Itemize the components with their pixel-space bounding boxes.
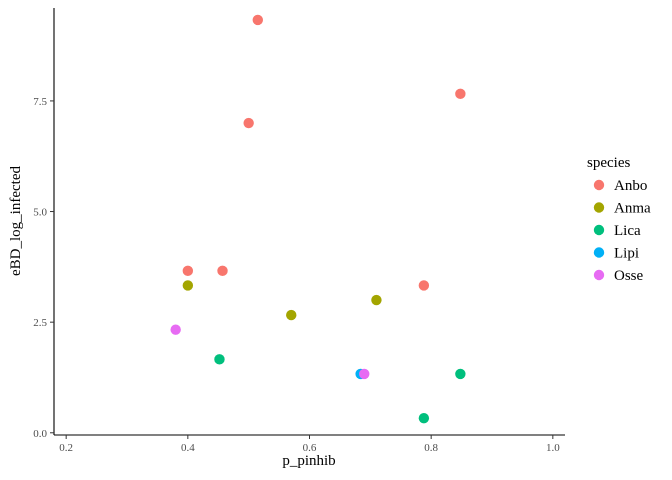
x-tick-label: 0.4 [181, 442, 195, 454]
data-point-anbo [243, 117, 254, 129]
data-points [170, 14, 466, 424]
data-point-anbo [455, 88, 466, 100]
legend-label-lica: Lica [614, 223, 641, 239]
data-point-anbo [252, 14, 263, 26]
legend-title: species [587, 155, 630, 171]
legend-label-anbo: Anbo [614, 178, 647, 194]
data-point-anma [182, 280, 194, 291]
x-tick-label: 0.2 [59, 442, 73, 454]
legend-label-lipi: Lipi [614, 246, 639, 262]
legend-label-osse: Osse [614, 268, 644, 284]
y-tick-label: 7.5 [33, 96, 47, 108]
data-point-osse [359, 368, 370, 380]
data-point-anbo [217, 265, 228, 277]
legend-key-anma [593, 202, 605, 213]
legend-key-anbo [593, 179, 605, 191]
x-axis-title: p_pinhib [282, 453, 335, 469]
data-point-anma [286, 309, 297, 321]
y-tick-label: 2.5 [33, 317, 47, 329]
y-ticks: 0.0 2.5 5.0 7.5 [33, 96, 54, 440]
y-tick-label: 0.0 [33, 428, 47, 440]
data-point-lica [418, 412, 430, 424]
data-point-anbo [182, 265, 194, 277]
legend-label-anma: Anma [614, 201, 651, 217]
data-point-lica [455, 368, 466, 380]
data-point-lica [214, 354, 225, 365]
legend-key-lipi [593, 247, 605, 258]
x-tick-label: 0.8 [424, 442, 438, 454]
axes [53, 8, 565, 436]
x-tick-label: 0.6 [303, 442, 317, 454]
data-point-anma [371, 294, 382, 306]
legend: species Anbo Anma Lica Lipi Osse [587, 155, 651, 284]
y-axis-title: eBD_log_infected [8, 166, 24, 276]
data-point-osse [170, 324, 181, 335]
x-ticks: 0.2 0.4 0.6 0.8 1.0 [59, 435, 560, 454]
x-tick-label: 1.0 [546, 442, 560, 454]
data-point-anbo [418, 280, 430, 291]
legend-key-lica [593, 224, 605, 236]
y-tick-label: 5.0 [33, 207, 47, 219]
legend-key-osse [593, 269, 605, 281]
